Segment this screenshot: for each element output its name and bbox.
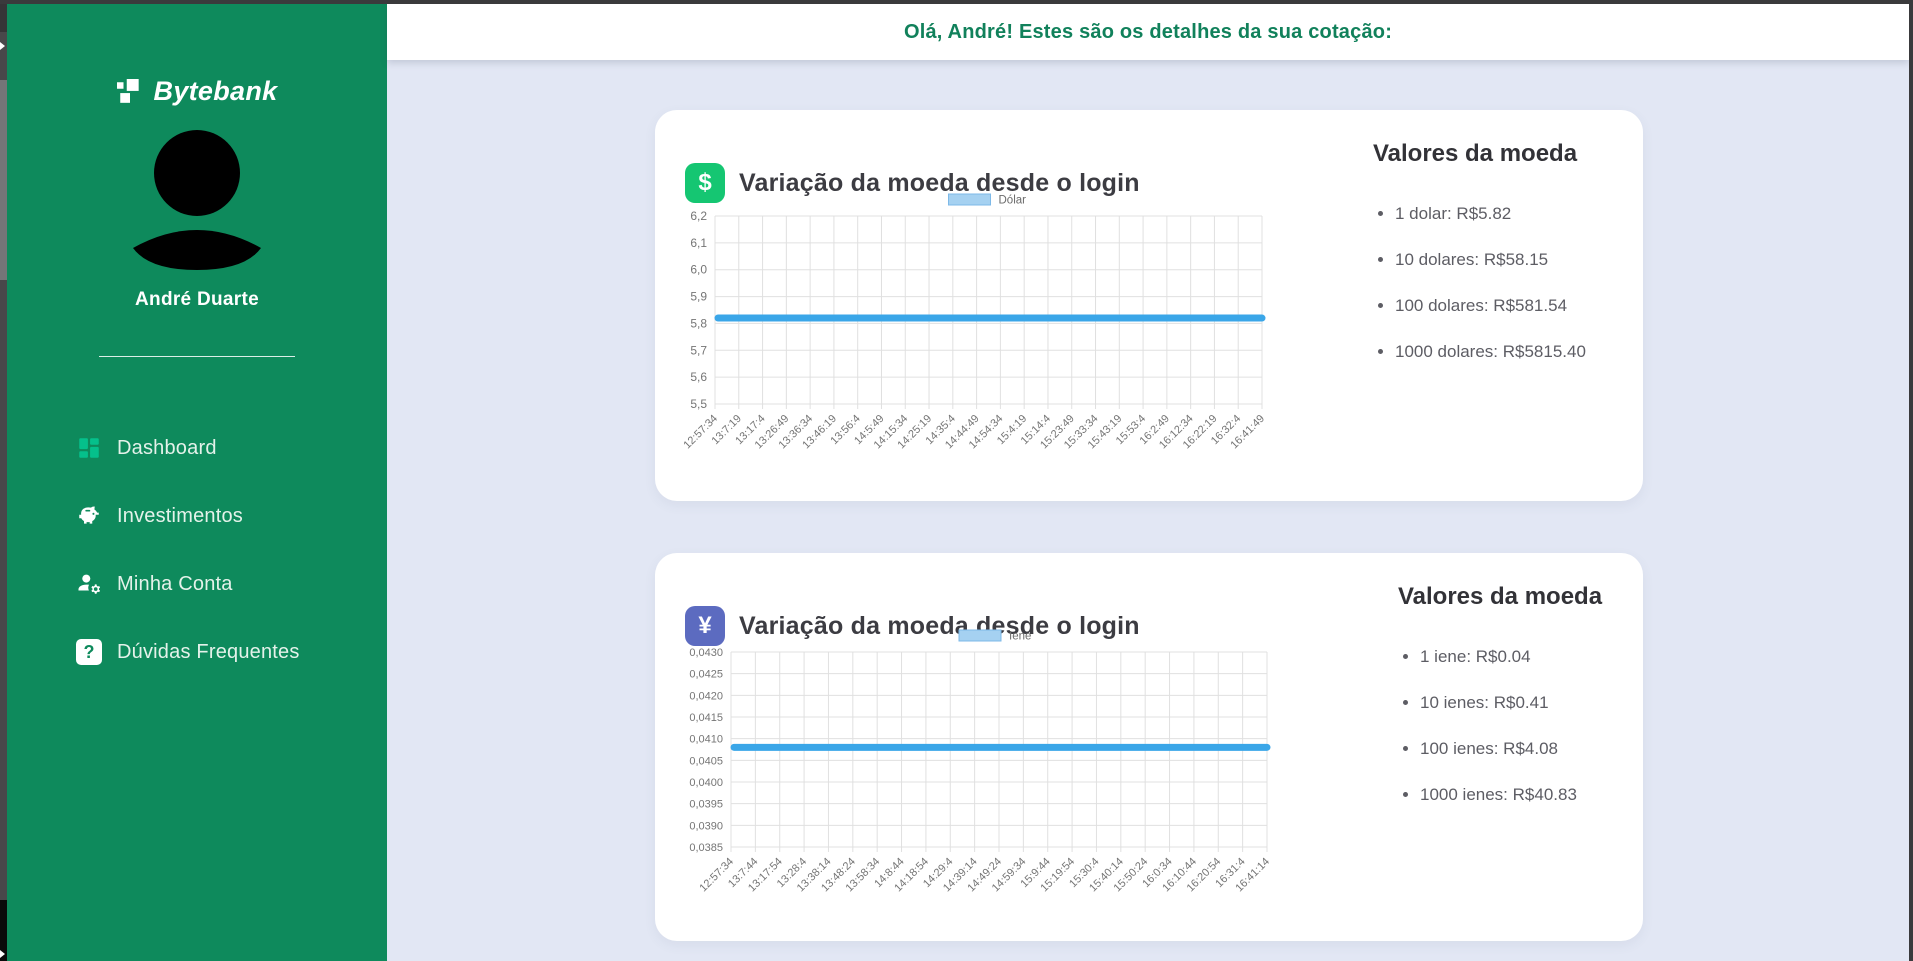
window-left-strip [0, 0, 7, 961]
page-header: Olá, André! Estes são os detalhes da sua… [387, 4, 1909, 60]
currency-values-heading: Valores da moeda [1397, 583, 1603, 610]
dashboard-grid-icon [79, 438, 99, 458]
currency-values-heading: Valores da moeda [1372, 140, 1578, 167]
y-axis-tick-label: 0,0425 [689, 669, 723, 681]
list-item: 1000 dolares: R$5815.40 [1395, 342, 1595, 362]
arrow-mark-icon [0, 42, 5, 50]
list-item: 10 dolares: R$58.15 [1395, 250, 1595, 270]
arrow-mark-icon [0, 950, 5, 958]
y-axis-tick-label: 0,0415 [689, 712, 723, 724]
list-item: 100 dolares: R$581.54 [1395, 296, 1595, 316]
currency-values-list: 1 iene: R$0.04 10 ienes: R$0.41 100 iene… [1380, 647, 1620, 805]
y-axis-tick-label: 6,0 [690, 263, 707, 277]
sidebar-item-minha-conta[interactable]: Minha Conta [76, 550, 387, 618]
x-axis-tick-label: 12:57:34 [697, 856, 736, 895]
chart-title-row: ¥ Variação da moeda desde o login [685, 591, 1140, 662]
scrollbar-thumb[interactable] [0, 80, 7, 280]
sidebar-item-label: Dúvidas Frequentes [117, 640, 300, 663]
dollar-quote-card: $ Variação da moeda desde o login 12:57:… [655, 110, 1643, 501]
x-axis-tick-label: 12:57:34 [681, 413, 720, 452]
logo-text: Bytebank [153, 76, 278, 106]
legend-swatch[interactable] [948, 193, 991, 206]
sidebar-item-label: Dashboard [117, 436, 217, 459]
legend-label[interactable]: Dólar [999, 195, 1027, 207]
pixel-logo-icon [116, 78, 139, 103]
list-item: 1 iene: R$0.04 [1420, 647, 1620, 667]
y-axis-tick-label: 0,0385 [689, 842, 723, 854]
sidebar-item-label: Minha Conta [117, 572, 233, 595]
window-right-border [1909, 0, 1913, 961]
yen-quote-card: ¥ Variação da moeda desde o login 12:57:… [655, 553, 1643, 941]
y-axis-tick-label: 0,0400 [689, 777, 723, 789]
chart-title-row: $ Variação da moeda desde o login [685, 148, 1140, 219]
y-axis-tick-label: 0,0405 [689, 755, 723, 767]
user-gear-icon [78, 574, 101, 594]
currency-values-list: 1 dolar: R$5.82 10 dolares: R$58.15 100 … [1355, 204, 1595, 362]
sidebar: Bytebank André Duarte Dashboard [7, 4, 387, 961]
y-axis-tick-label: 5,8 [690, 316, 707, 330]
legend-swatch[interactable] [958, 629, 1002, 642]
sidebar-menu: Dashboard Investimentos Minha Conta ? Dú [7, 414, 387, 686]
sidebar-item-duvidas-frequentes[interactable]: ? Dúvidas Frequentes [76, 618, 387, 686]
bytebank-logo: Bytebank [116, 76, 278, 107]
y-axis-tick-label: 5,7 [690, 343, 707, 357]
greeting-text: Olá, André! Estes são os detalhes da sua… [903, 20, 1393, 43]
y-axis-tick-label: 0,0430 [689, 647, 723, 659]
window-top-border [0, 0, 1913, 4]
y-axis-tick-label: 6,2 [690, 209, 707, 223]
question-mark-icon: ? [76, 639, 102, 665]
y-axis-tick-label: 0,0410 [689, 734, 723, 746]
currency-values-panel: Valores da moeda 1 iene: R$0.04 10 ienes… [1380, 583, 1620, 831]
y-axis-tick-label: 0,0390 [689, 820, 723, 832]
list-item: 1 dolar: R$5.82 [1395, 204, 1595, 224]
y-axis-tick-label: 5,5 [690, 397, 707, 411]
y-axis-tick-label: 6,1 [690, 236, 707, 250]
chart-title: Variação da moeda desde o login [739, 168, 1140, 197]
y-axis-tick-label: 5,6 [690, 370, 707, 384]
left-strip-segment [0, 900, 7, 961]
sidebar-item-label: Investimentos [117, 504, 243, 527]
sidebar-item-dashboard[interactable]: Dashboard [76, 414, 387, 482]
list-item: 1000 ienes: R$40.83 [1420, 785, 1620, 805]
yen-variation-chart: 12:57:3413:7:4413:17:5413:28:413:38:1413… [689, 629, 1272, 895]
chart-title: Variação da moeda desde o login [739, 611, 1140, 640]
user-name: André Duarte [135, 289, 259, 310]
piggy-bank-icon [79, 506, 99, 524]
currency-values-panel: Valores da moeda 1 dolar: R$5.82 10 dola… [1355, 140, 1595, 388]
list-item: 100 ienes: R$4.08 [1420, 739, 1620, 759]
user-avatar-silhouette [133, 130, 261, 270]
list-item: 10 ienes: R$0.41 [1420, 693, 1620, 713]
dollar-variation-chart: 12:57:3413:7:1913:17:413:26:4913:36:3413… [681, 193, 1267, 452]
sidebar-divider [99, 356, 295, 357]
dollar-icon: $ [685, 163, 725, 204]
yen-icon: ¥ [685, 606, 725, 647]
left-strip-segment [0, 0, 7, 32]
y-axis-tick-label: 0,0420 [689, 690, 723, 702]
sidebar-item-investimentos[interactable]: Investimentos [76, 482, 387, 550]
y-axis-tick-label: 0,0395 [689, 799, 723, 811]
y-axis-tick-label: 5,9 [690, 290, 707, 304]
legend-label[interactable]: Iene [1009, 631, 1031, 643]
